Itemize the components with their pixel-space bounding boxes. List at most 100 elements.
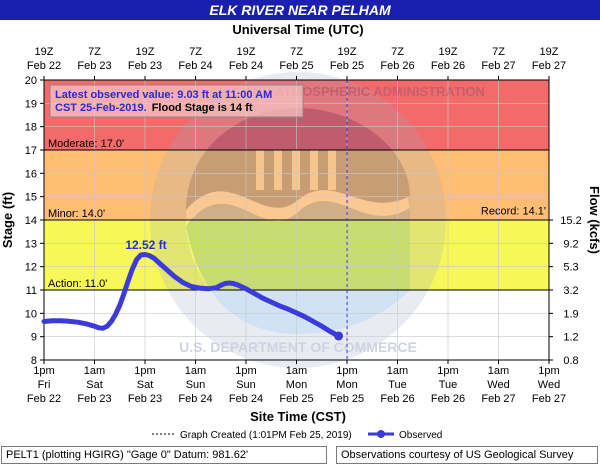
y-tick-label: 12 xyxy=(25,262,37,274)
bottom-tick-time: 1am xyxy=(488,365,509,377)
series-point-latest xyxy=(334,331,344,341)
chart-title: ELK RIVER NEAR PELHAM xyxy=(209,2,391,18)
x-axis-title: Site Time (CST) xyxy=(250,409,346,424)
latest-value-box xyxy=(49,84,304,118)
bottom-tick-day: Mon xyxy=(286,379,307,391)
legend-observed-label: Observed xyxy=(399,430,442,441)
bottom-tick-day: Fri xyxy=(38,379,51,391)
title-bar xyxy=(0,0,600,20)
bottom-tick-day: Wed xyxy=(487,379,509,391)
top-axis: 19Z Feb 22 7Z Feb 23 19Z Feb 23 7Z Feb 24 19Z Feb… xyxy=(27,46,566,80)
top-tick-date: Feb 26 xyxy=(380,60,414,72)
latest-value-line2: CST 25-Feb-2019. Flood Stage is 14 ft xyxy=(55,102,253,114)
top-tick-date: Feb 24 xyxy=(229,60,263,72)
series-line-observed xyxy=(41,252,342,339)
bottom-tick-date: Feb 27 xyxy=(532,393,566,405)
bottom-tick-time: 1am xyxy=(84,365,105,377)
top-tick-date: Feb 25 xyxy=(279,60,313,72)
top-tick-label: 19Z xyxy=(540,46,559,58)
bottom-tick-date: Feb 26 xyxy=(380,393,414,405)
footer-credit: Observations courtesy of US Geological S… xyxy=(336,446,598,464)
bottom-tick-date: Feb 27 xyxy=(481,393,515,405)
bottom-tick-date: Feb 23 xyxy=(77,393,111,405)
y-tick-label: 13 xyxy=(25,238,37,250)
y-tick-label: 19 xyxy=(25,98,37,110)
bottom-tick-time: 1pm xyxy=(437,365,458,377)
y-axis: 8 9 10 11 12 13 14 15 16 17 18 19 20 xyxy=(25,75,44,367)
top-tick-date: Feb 24 xyxy=(178,60,212,72)
top-tick-label: 19Z xyxy=(237,46,256,58)
flow-tick-label: 15.2 xyxy=(560,215,581,227)
y-tick-label: 11 xyxy=(26,285,37,297)
y-tick-label: 15 xyxy=(25,192,37,204)
top-tick-date: Feb 26 xyxy=(431,60,465,72)
peak-label: 12.52 ft xyxy=(125,238,166,252)
flow-tick-label: 5.3 xyxy=(563,262,578,274)
y-tick-label: 20 xyxy=(25,75,37,87)
threshold-label-record: Record: 14.1' xyxy=(481,206,546,218)
threshold-label-moderate: Moderate: 17.0' xyxy=(48,138,124,150)
legend-created-label: Graph Created (1:01PM Feb 25, 2019) xyxy=(180,430,352,441)
flow-axis-title: Flow (kcfs) xyxy=(587,186,600,254)
bottom-tick-day: Mon xyxy=(336,379,357,391)
flow-tick-label: 1.9 xyxy=(563,308,578,320)
bottom-tick-time: 1pm xyxy=(336,365,357,377)
y-tick-label: 14 xyxy=(25,215,37,227)
y-tick-label: 9 xyxy=(31,332,37,344)
bottom-tick-date: Feb 24 xyxy=(229,393,263,405)
top-tick-date: Feb 27 xyxy=(481,60,515,72)
bottom-tick-date: Feb 26 xyxy=(431,393,465,405)
top-tick-label: 19Z xyxy=(35,46,54,58)
latest-value-line1: Latest observed value: 9.03 ft at 11:00 … xyxy=(55,89,272,101)
bottom-tick-time: 1am xyxy=(387,365,408,377)
bottom-tick-date: Feb 24 xyxy=(178,393,212,405)
bottom-tick-day: Tue xyxy=(388,379,407,391)
threshold-label-action: Action: 11.0' xyxy=(48,278,107,290)
top-tick-label: 7Z xyxy=(189,46,202,58)
top-tick-date: Feb 23 xyxy=(77,60,111,72)
bottom-tick-day: Sun xyxy=(186,379,206,391)
flow-tick-label: 3.2 xyxy=(563,285,578,297)
bottom-tick-day: Sun xyxy=(236,379,256,391)
top-tick-date: Feb 22 xyxy=(27,60,61,72)
bottom-axis: 1pm Fri Feb 22 1am Sat Feb 23 1pm Sat Feb 23 1am S… xyxy=(27,360,566,405)
footer-datum: PELT1 (plotting HGIRG) "Gage 0" Datum: 9… xyxy=(1,446,327,464)
latest-value-date: CST 25-Feb-2019. xyxy=(55,102,147,114)
bottom-tick-date: Feb 22 xyxy=(27,393,61,405)
top-tick-label: 7Z xyxy=(492,46,505,58)
flood-stage-note: Flood Stage is 14 ft xyxy=(152,102,253,114)
bottom-tick-date: Feb 25 xyxy=(330,393,364,405)
top-tick-date: Feb 25 xyxy=(330,60,364,72)
top-axis-title: Universal Time (UTC) xyxy=(232,22,363,37)
svg-text:U.S. DEPARTMENT OF COMMERCE: U.S. DEPARTMENT OF COMMERCE xyxy=(179,339,417,355)
y-tick-label: 16 xyxy=(25,168,37,180)
top-tick-label: 19Z xyxy=(439,46,458,58)
top-tick-label: 7Z xyxy=(88,46,101,58)
bottom-tick-date: Feb 23 xyxy=(128,393,162,405)
top-tick-label: 19Z xyxy=(338,46,357,58)
y-tick-label: 8 xyxy=(31,355,37,367)
observed-series xyxy=(41,252,344,341)
top-tick-date: Feb 27 xyxy=(532,60,566,72)
legend-observed-marker xyxy=(377,430,385,438)
bottom-tick-time: 1pm xyxy=(538,365,559,377)
bottom-tick-day: Wed xyxy=(538,379,560,391)
flow-axis: 0.8 1.2 1.9 3.2 5.3 9.2 15.2 xyxy=(549,215,582,367)
y-tick-label: 17 xyxy=(25,145,37,157)
y-axis-title: Stage (ft) xyxy=(0,192,15,248)
flow-tick-label: 1.2 xyxy=(563,332,578,344)
bottom-tick-day: Sat xyxy=(137,379,154,391)
threshold-label-minor: Minor: 14.0' xyxy=(48,208,105,220)
bottom-tick-date: Feb 25 xyxy=(279,393,313,405)
y-tick-label: 10 xyxy=(25,308,37,320)
bottom-tick-time: 1am xyxy=(286,365,307,377)
top-tick-label: 7Z xyxy=(391,46,404,58)
top-tick-label: 19Z xyxy=(136,46,155,58)
bottom-tick-time: 1pm xyxy=(235,365,256,377)
y-tick-label: 18 xyxy=(25,122,37,134)
legend: Graph Created (1:01PM Feb 25, 2019) Obse… xyxy=(152,430,442,441)
top-tick-label: 7Z xyxy=(290,46,303,58)
bottom-tick-time: 1pm xyxy=(134,365,155,377)
flow-tick-label: 9.2 xyxy=(563,238,578,250)
bottom-tick-time: 1pm xyxy=(33,365,54,377)
